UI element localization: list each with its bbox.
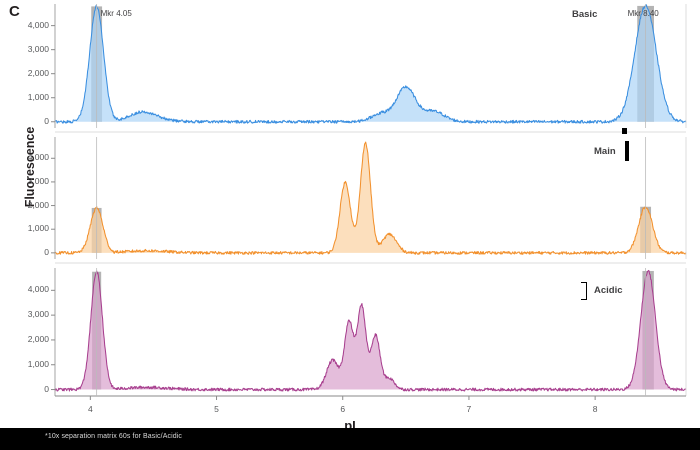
y-tick-label: 3,000 <box>27 309 49 320</box>
x-axis-label: pI <box>344 418 356 433</box>
marker-label: Mkr 8.40 <box>627 9 659 18</box>
x-tick-label: 8 <box>592 404 598 414</box>
annotation-main: Main <box>594 146 616 157</box>
acidic-range-bracket <box>581 282 587 300</box>
y-tick-label: 2,000 <box>27 333 49 344</box>
main-range-bar <box>625 141 629 161</box>
y-axis-label: Fluorescence <box>23 126 37 208</box>
y-tick-label: 4,000 <box>27 284 49 295</box>
annotation-acidic: Acidic <box>594 285 623 296</box>
marker-label: Mkr 4.05 <box>100 9 132 18</box>
y-tick-label: 0 <box>44 115 49 126</box>
x-tick-label: 5 <box>214 404 219 414</box>
x-tick-label: 7 <box>466 404 472 414</box>
y-tick-label: 2,000 <box>27 199 49 210</box>
y-tick-label: 0 <box>44 246 49 257</box>
figure-caption: *10x separation matrix 60s for Basic/Aci… <box>45 433 182 440</box>
marker-tick-bar <box>622 128 627 134</box>
trace-acidic <box>54 269 687 392</box>
y-tick-label: 1,000 <box>27 91 49 102</box>
y-tick-label: 3,000 <box>27 175 49 186</box>
x-tick-label: 4 <box>87 404 93 414</box>
y-tick-label: 3,000 <box>27 43 49 54</box>
trace-basic <box>54 4 687 124</box>
y-tick-label: 1,000 <box>27 358 49 369</box>
y-tick-label: 0 <box>44 383 49 394</box>
y-tick-label: 2,000 <box>27 67 49 78</box>
caption-bar <box>0 428 700 450</box>
annotation-basic: Basic <box>572 9 598 20</box>
y-tick-label: 4,000 <box>27 152 49 163</box>
trace-main <box>54 141 687 255</box>
y-tick-label: 4,000 <box>27 19 49 30</box>
y-tick-label: 1,000 <box>27 223 49 234</box>
panel-letter: C <box>9 3 21 20</box>
x-tick-label: 6 <box>340 404 346 414</box>
